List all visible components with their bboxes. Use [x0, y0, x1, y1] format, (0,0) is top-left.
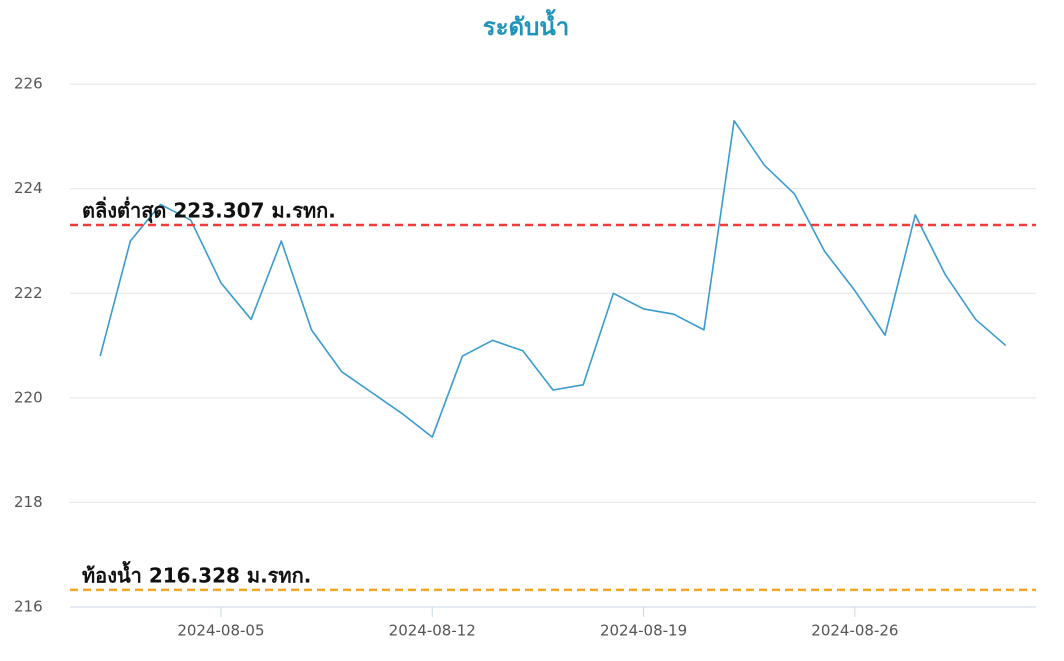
y-tick-label: 220 [14, 388, 43, 406]
y-tick-label: 216 [14, 598, 43, 616]
y-tick-label: 226 [14, 75, 43, 93]
x-tick-label: 2024-08-05 [177, 622, 264, 640]
x-tick-label: 2024-08-19 [600, 622, 687, 640]
reference-label: ตลิ่งต่ำสุด 223.307 ม.รทก. [82, 195, 336, 223]
y-tick-label: 222 [14, 284, 43, 302]
y-tick-label: 218 [14, 493, 43, 511]
x-tick-label: 2024-08-12 [389, 622, 476, 640]
data-line [99, 119, 1007, 438]
x-tick-label: 2024-08-26 [811, 622, 898, 640]
y-tick-label: 224 [14, 179, 43, 197]
reference-label: ท้องน้ำ 216.328 ม.รทก. [82, 560, 311, 587]
chart-title: ระดับน้ำ [483, 8, 569, 41]
